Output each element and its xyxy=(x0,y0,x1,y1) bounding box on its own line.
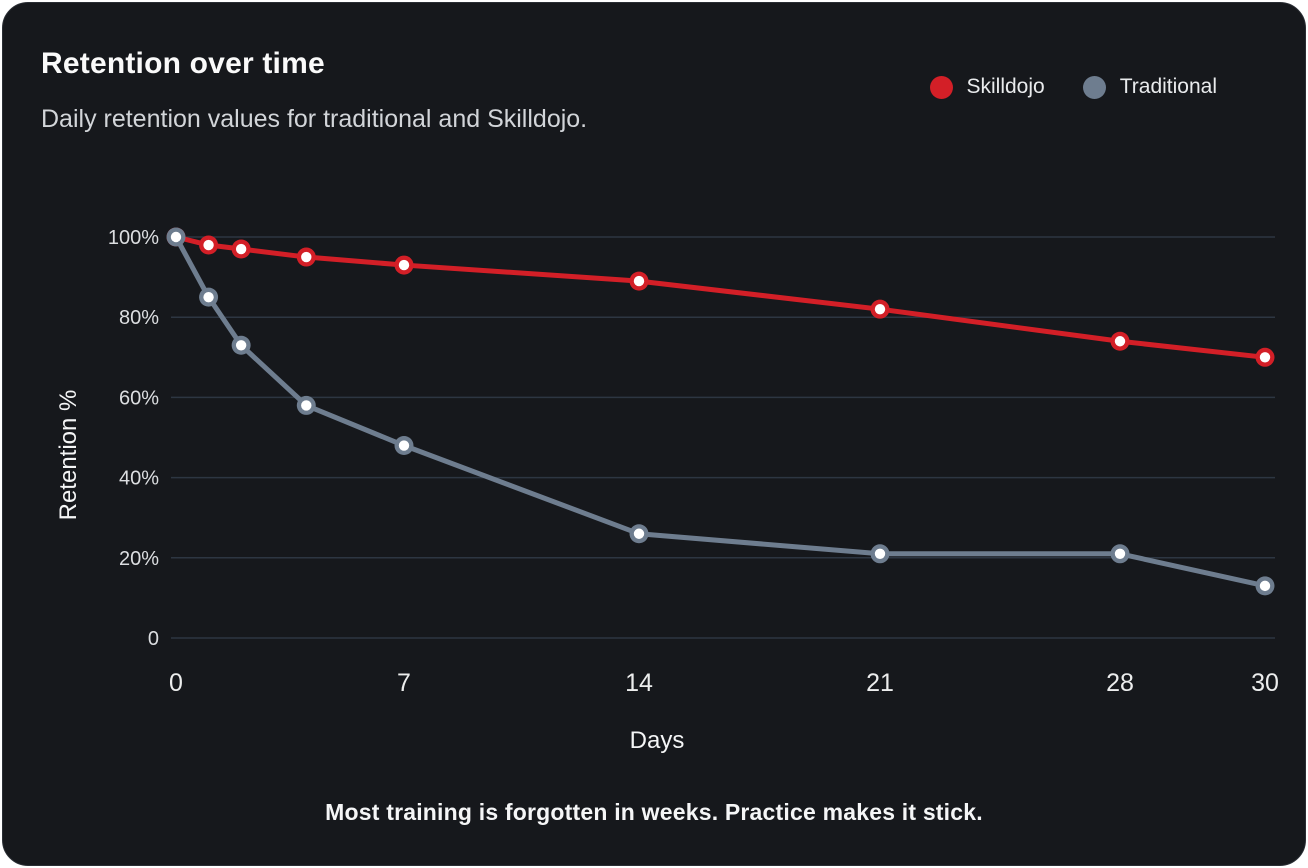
series-markers-skilldojo xyxy=(166,227,1275,367)
x-tick-label: 0 xyxy=(169,669,183,697)
chart-caption: Most training is forgotten in weeks. Pra… xyxy=(325,799,983,825)
data-point-core xyxy=(633,528,645,539)
legend-label-skilldojo: Skilldojo xyxy=(966,75,1045,98)
chart-legend: Skilldojo Traditional xyxy=(929,75,1217,99)
data-point-core xyxy=(1259,580,1271,592)
x-tick-labels: 0 7 14 21 28 30 xyxy=(169,669,1279,697)
y-axis-title: Retention % xyxy=(55,389,82,521)
series-line-skilldojo xyxy=(173,234,1268,360)
y-tick-label: 40% xyxy=(119,468,159,490)
gridlines xyxy=(171,236,1275,639)
x-tick-label: 30 xyxy=(1251,669,1279,697)
data-point-core xyxy=(1114,548,1126,559)
data-point-core xyxy=(203,239,214,251)
data-point-core xyxy=(1114,336,1126,347)
traditional-legend-dot-icon xyxy=(1082,75,1106,99)
data-point-core xyxy=(235,243,247,255)
skilldojo-legend-dot-icon xyxy=(929,75,953,99)
x-tick-label: 21 xyxy=(866,669,894,697)
data-point-core xyxy=(235,340,247,351)
data-point-core xyxy=(398,259,410,271)
x-tick-label: 7 xyxy=(397,669,411,697)
data-point-core xyxy=(170,231,182,243)
x-tick-label: 28 xyxy=(1106,669,1134,697)
data-point-core xyxy=(301,251,312,263)
y-tick-label: 20% xyxy=(119,548,159,570)
page-title: Retention over time xyxy=(41,47,325,80)
y-tick-label: 0 xyxy=(148,628,159,650)
y-tick-label: 60% xyxy=(119,387,159,409)
data-point-core xyxy=(874,548,886,559)
y-tick-label: 100% xyxy=(108,227,159,249)
data-point-core xyxy=(633,275,645,287)
chart-subtitle: Daily retention values for traditional a… xyxy=(41,105,588,133)
legend-item-skilldojo[interactable]: Skilldojo xyxy=(929,75,1045,99)
legend-item-traditional[interactable]: Traditional xyxy=(1082,75,1217,99)
y-tick-label: 80% xyxy=(119,307,159,329)
x-tick-label: 14 xyxy=(625,669,653,697)
legend-label-traditional: Traditional xyxy=(1119,75,1217,98)
data-point-core xyxy=(874,303,886,315)
x-axis-title: Days xyxy=(629,727,685,754)
retention-line-chart: 100% 80% 60% 40% 20% 00 7 14 21 28 30 xyxy=(108,227,1279,697)
series-markers-traditional xyxy=(166,227,1275,596)
data-point-core xyxy=(203,291,214,303)
data-point-core xyxy=(1259,352,1271,363)
y-tick-labels: 100% 80% 60% 40% 20% 0 xyxy=(108,227,159,650)
data-point-core xyxy=(301,400,312,411)
data-point-core xyxy=(398,440,410,451)
